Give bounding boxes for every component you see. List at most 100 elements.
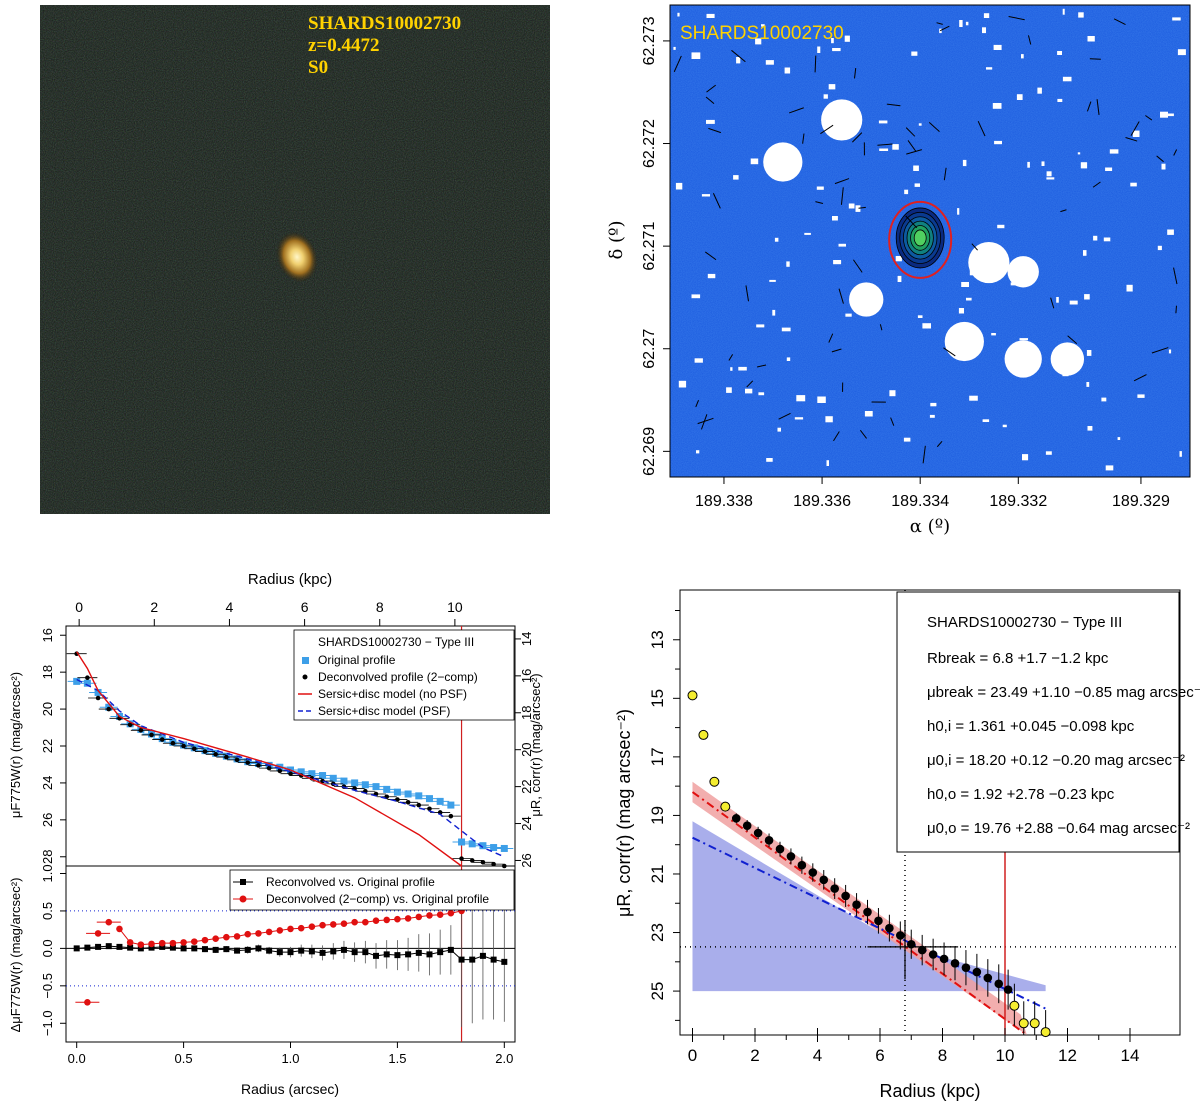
excluded-point xyxy=(699,730,708,739)
mask-speck xyxy=(904,190,908,194)
deconv-resid-point xyxy=(362,919,369,926)
deconvolved-point xyxy=(278,769,283,774)
mask-speck xyxy=(1057,51,1062,55)
mask-speck xyxy=(758,392,764,395)
deconv-resid-point xyxy=(202,937,209,944)
mask-speck xyxy=(1106,465,1114,470)
top-axis-title: Radius (kpc) xyxy=(248,571,332,588)
mask-speck xyxy=(1027,162,1030,168)
break-y-tick-label: 25 xyxy=(648,982,667,1001)
mask-speck xyxy=(984,13,989,18)
break-y-tick-label: 15 xyxy=(648,689,667,708)
mask-speck xyxy=(922,323,931,328)
reconvolved-point xyxy=(426,951,432,957)
break-x-tick-label: 14 xyxy=(1121,1046,1140,1065)
deconv-resid-point xyxy=(437,911,444,918)
mask-speck xyxy=(959,308,964,314)
deconv-resid-point xyxy=(95,930,102,937)
deconvolved-point xyxy=(96,696,101,701)
deconv-resid-point xyxy=(116,926,123,933)
mask-speck xyxy=(1118,437,1121,440)
mask-speck xyxy=(786,261,789,266)
reconvolved-point xyxy=(416,950,422,956)
mask-speck xyxy=(966,298,972,301)
profile-point xyxy=(962,963,971,972)
reconvolved-point xyxy=(309,948,315,954)
mask-speck xyxy=(817,47,820,54)
deconv-resid-point xyxy=(330,921,337,928)
reconvolved-point xyxy=(362,949,368,955)
reconvolved-point xyxy=(341,947,347,953)
excluded-point xyxy=(1030,1019,1039,1028)
mask-speck xyxy=(782,328,791,332)
reconvolved-point xyxy=(288,949,294,955)
deconv-resid-point xyxy=(170,940,177,947)
profile-point xyxy=(940,955,949,964)
mask-speck xyxy=(785,68,791,74)
deconv-resid-point xyxy=(138,941,145,948)
mask-speck xyxy=(692,52,701,59)
mask-speck xyxy=(1047,171,1052,176)
mask-speck xyxy=(904,438,911,442)
reconvolved-point xyxy=(116,944,122,950)
mask-speck xyxy=(1137,394,1144,398)
star-mask xyxy=(849,282,883,316)
break-legend-title: SHARDS10002730 − Type III xyxy=(927,614,1122,631)
mask-speck xyxy=(1042,161,1045,166)
deconv-resid-point xyxy=(234,933,241,940)
galaxy-name-label: SHARDS10002730 xyxy=(308,13,461,34)
mask-speck xyxy=(769,280,776,282)
reconvolved-point xyxy=(501,959,507,965)
residual-y-label: ΔμF775W(r) (mag/arcsec²) xyxy=(8,878,23,1033)
deconvolved-point xyxy=(213,752,218,757)
map-galaxy-label: SHARDS10002730 xyxy=(680,23,844,44)
break-x-tick-label: 6 xyxy=(875,1046,884,1065)
galaxy-contour xyxy=(914,230,926,246)
mask-speck xyxy=(879,121,888,124)
excluded-point xyxy=(1041,1028,1050,1037)
profile-point xyxy=(765,836,774,845)
deconv-resid-point xyxy=(191,938,198,945)
original-point xyxy=(362,781,369,788)
resid-x-tick-label: 0.5 xyxy=(175,1051,193,1066)
mu-break-text: μbreak = 23.49 +1.10 −0.85 mag arcsec⁻² xyxy=(927,684,1200,701)
mask-speck xyxy=(1088,426,1093,431)
mask-speck xyxy=(966,22,969,26)
resid-x-tick-label: 0.0 xyxy=(68,1051,86,1066)
deconv-resid-point xyxy=(415,914,422,921)
deconvolved-point xyxy=(406,800,411,805)
legend-original: Original profile xyxy=(318,653,396,667)
mask-speck xyxy=(1178,49,1186,55)
mask-speck xyxy=(1037,88,1042,94)
legend-original-marker xyxy=(302,657,309,664)
resid-x-tick-label: 1.0 xyxy=(281,1051,299,1066)
profile-point xyxy=(754,829,763,838)
mask-speck xyxy=(1180,451,1182,457)
mask-speck xyxy=(915,183,920,187)
mask-speck xyxy=(702,194,710,196)
mask-speck xyxy=(1046,451,1052,455)
profile-point xyxy=(918,946,927,955)
mask-speck xyxy=(1056,297,1059,303)
mask-speck xyxy=(1105,168,1112,172)
deconvolved-point xyxy=(256,763,261,768)
mask-speck xyxy=(824,94,828,98)
excluded-point xyxy=(1010,1001,1019,1010)
map-y-label: δ (º) xyxy=(606,220,627,259)
reconvolved-point xyxy=(74,945,80,951)
mask-speck xyxy=(986,67,992,69)
mask-speck xyxy=(994,45,1002,50)
mask-speck xyxy=(1172,17,1181,20)
break-x-tick-label: 4 xyxy=(813,1046,822,1065)
break-y-label: μR, corr(r) (mag arcsec⁻²) xyxy=(614,709,634,917)
deconv-resid-point xyxy=(266,929,273,936)
mask-speck xyxy=(1162,164,1166,170)
deconv-resid-point xyxy=(394,916,401,923)
mask-speck xyxy=(1104,238,1111,242)
mask-speck xyxy=(733,175,739,180)
mask-speck xyxy=(983,419,990,422)
mask-speck xyxy=(913,166,919,172)
deconv-resid-point xyxy=(277,927,284,934)
